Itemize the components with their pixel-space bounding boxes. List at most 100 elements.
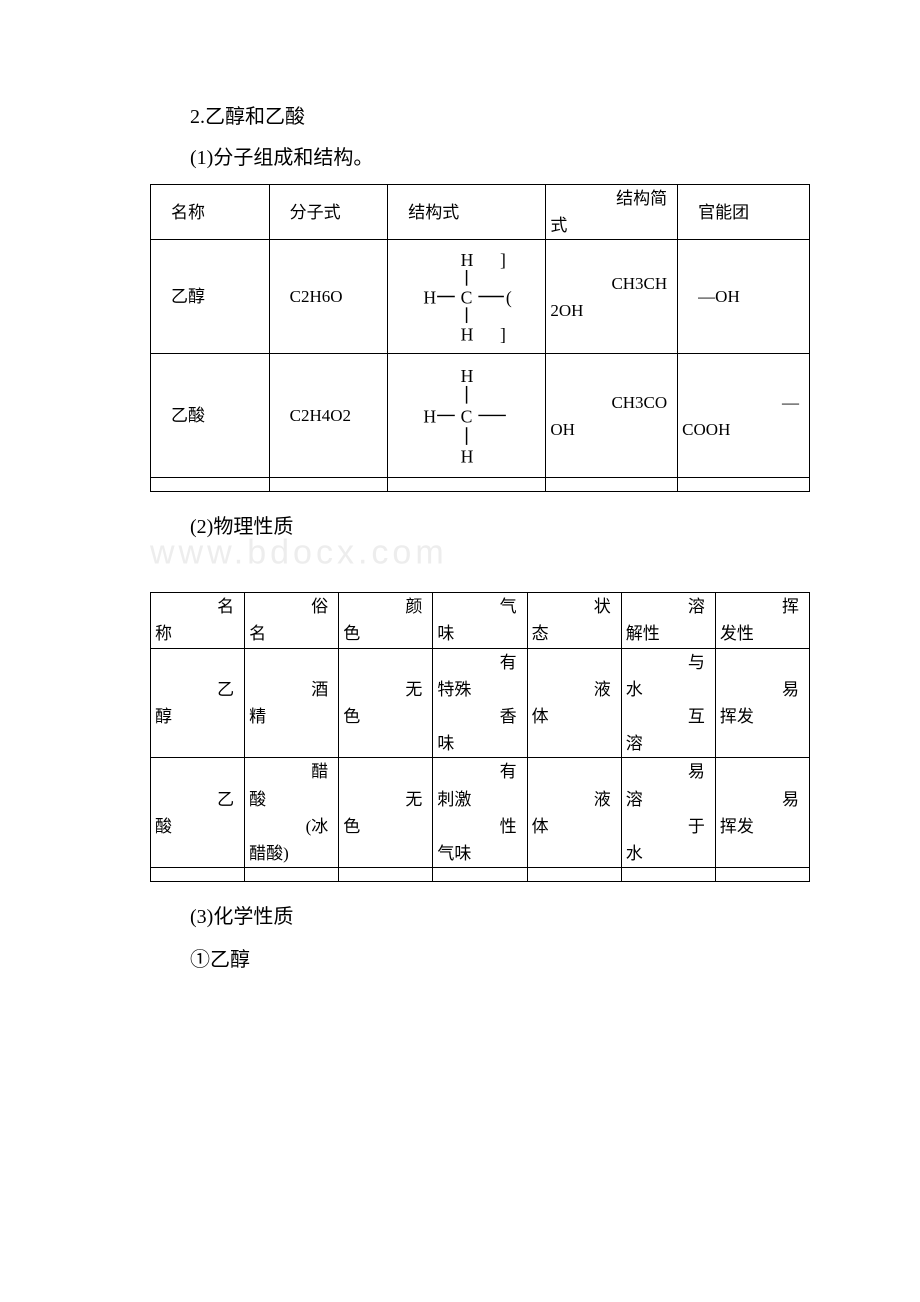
empty-cell <box>678 478 810 492</box>
text: OH <box>546 416 677 443</box>
t: 颜 <box>339 593 432 620</box>
empty-cell <box>151 478 270 492</box>
t: 易 <box>622 758 715 785</box>
th-group: 官能团 <box>678 185 810 240</box>
table-row: 乙醇 C2H6O H H H C ( <box>151 240 810 354</box>
svg-text:H: H <box>424 288 437 308</box>
empty-cell <box>527 868 621 882</box>
t: 酸 <box>151 813 244 840</box>
cell-odor: 有刺激性气味 <box>433 758 527 868</box>
subheading-1: (1)分子组成和结构。 <box>150 141 810 170</box>
table-row <box>151 868 810 882</box>
table-row <box>151 478 810 492</box>
th-sol: 溶解性 <box>621 593 715 648</box>
t: 于 <box>622 813 715 840</box>
cell-state: 液体 <box>527 758 621 868</box>
t: 挥 <box>716 593 809 620</box>
t: 色 <box>339 620 432 647</box>
table-row: 乙酸 醋酸(冰醋酸) 无色 有刺激性气味 液体 易溶于水 易挥发 <box>151 758 810 868</box>
text: — <box>678 389 809 416</box>
th-common: 俗名 <box>245 593 339 648</box>
t: 称 <box>151 620 244 647</box>
t: 状 <box>528 593 621 620</box>
cell-vol: 易挥发 <box>715 648 809 758</box>
t: 溶 <box>622 786 715 813</box>
t: 色 <box>339 813 432 840</box>
cell-vol: 易挥发 <box>715 758 809 868</box>
t: 与 <box>622 649 715 676</box>
t: (冰 <box>245 813 338 840</box>
t: 酸 <box>245 786 338 813</box>
svg-text:]: ] <box>500 325 506 345</box>
t: 有 <box>433 758 526 785</box>
t: 酒 <box>245 676 338 703</box>
th-color: 颜色 <box>339 593 433 648</box>
th-structural: 结构式 <box>388 185 546 240</box>
t: 醇 <box>151 703 244 730</box>
t: 醋 <box>245 758 338 785</box>
t: 液 <box>528 786 621 813</box>
cell-odor: 有特殊香味 <box>433 648 527 758</box>
cell-color: 无色 <box>339 648 433 758</box>
cell-name: 乙醇 <box>151 648 245 758</box>
svg-text:H: H <box>461 250 474 270</box>
text: COOH <box>678 416 809 443</box>
empty-cell <box>388 478 546 492</box>
text: 式 <box>546 212 677 239</box>
t: 名 <box>151 593 244 620</box>
t: 态 <box>528 620 621 647</box>
t: 有 <box>433 649 526 676</box>
t: 气 <box>433 593 526 620</box>
empty-cell <box>339 868 433 882</box>
cell-sol: 易溶于水 <box>621 758 715 868</box>
empty-cell <box>245 868 339 882</box>
svg-text:H: H <box>424 407 437 427</box>
svg-text:(: ( <box>506 288 512 308</box>
cell-name: 乙醇 <box>151 240 270 354</box>
empty-cell <box>621 868 715 882</box>
t: 乙 <box>151 786 244 813</box>
th-vol: 挥发性 <box>715 593 809 648</box>
t: 刺激 <box>433 786 526 813</box>
t: 特殊 <box>433 676 526 703</box>
svg-text:H: H <box>461 325 474 345</box>
t: 俗 <box>245 593 338 620</box>
table-row: 名称 俗名 颜色 气味 状态 溶解性 挥发性 <box>151 593 810 648</box>
t: 互 <box>622 703 715 730</box>
cell-structural-ethanol: H H H C ( ] ] <box>388 240 546 354</box>
t: 易 <box>716 676 809 703</box>
cell-color: 无色 <box>339 758 433 868</box>
t: 易 <box>716 786 809 813</box>
composition-structure-table: 名称 分子式 结构式 结构简 式 官能团 乙醇 C2H6O <box>150 184 810 492</box>
t: 解性 <box>622 620 715 647</box>
t: 体 <box>528 703 621 730</box>
ethanol-structural-svg: H H H C ( ] ] <box>388 240 545 353</box>
cell-name: 乙酸 <box>151 354 270 478</box>
empty-cell <box>546 478 678 492</box>
cell-group: — COOH <box>678 354 810 478</box>
table-row: 乙醇 酒精 无色 有特殊香味 液体 与水互溶 易挥发 <box>151 648 810 758</box>
svg-text:C: C <box>461 288 473 308</box>
t: 味 <box>433 620 526 647</box>
th-formula: 分子式 <box>269 185 388 240</box>
t: 乙 <box>151 676 244 703</box>
cell-structural-acetic: H H H C <box>388 354 546 478</box>
t: 醋酸) <box>245 840 338 867</box>
cell-common: 酒精 <box>245 648 339 758</box>
t: 挥发 <box>716 703 809 730</box>
t: 水 <box>622 840 715 867</box>
th-condensed: 结构简 式 <box>546 185 678 240</box>
t: 名 <box>245 620 338 647</box>
t: 性 <box>433 813 526 840</box>
subheading-3: (3)化学性质 <box>150 900 810 929</box>
th-odor: 气味 <box>433 593 527 648</box>
svg-text:H: H <box>461 447 474 467</box>
t: 溶 <box>622 593 715 620</box>
text: CH3CH <box>546 270 677 297</box>
cell-condensed: CH3CO OH <box>546 354 678 478</box>
subheading-3-1: ①乙醇 <box>150 943 810 972</box>
watermark-text: www.bdocx.com <box>150 534 810 573</box>
table-row: 名称 分子式 结构式 结构简 式 官能团 <box>151 185 810 240</box>
svg-text:C: C <box>461 407 473 427</box>
t: 味 <box>433 730 526 757</box>
